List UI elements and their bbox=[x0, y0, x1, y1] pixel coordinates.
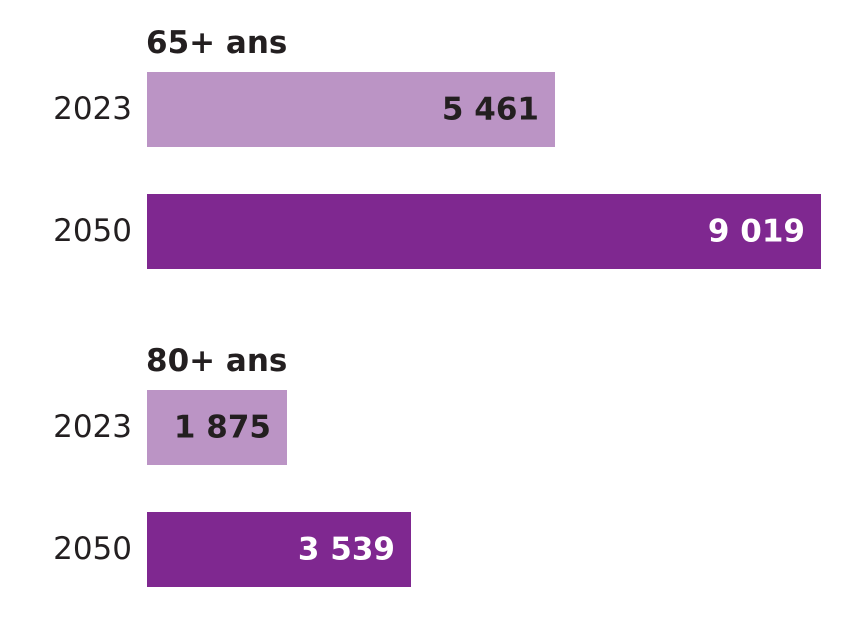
year-label: 2023 bbox=[53, 90, 132, 127]
bar-80ans-2050: 3 539 bbox=[147, 512, 411, 587]
year-label: 2050 bbox=[53, 212, 132, 249]
bar-65ans-2050: 9 019 bbox=[147, 194, 821, 269]
year-label: 2023 bbox=[53, 408, 132, 445]
bar-value-label: 5 461 bbox=[441, 91, 539, 127]
bar-value-label: 9 019 bbox=[707, 213, 805, 249]
group-title: 65+ ans bbox=[146, 25, 288, 61]
bar-value-label: 1 875 bbox=[173, 409, 271, 445]
bar-65ans-2023: 5 461 bbox=[147, 72, 555, 147]
bar-80ans-2023: 1 875 bbox=[147, 390, 287, 465]
year-label: 2050 bbox=[53, 530, 132, 567]
group-title: 80+ ans bbox=[146, 343, 288, 379]
bar-value-label: 3 539 bbox=[297, 531, 395, 567]
